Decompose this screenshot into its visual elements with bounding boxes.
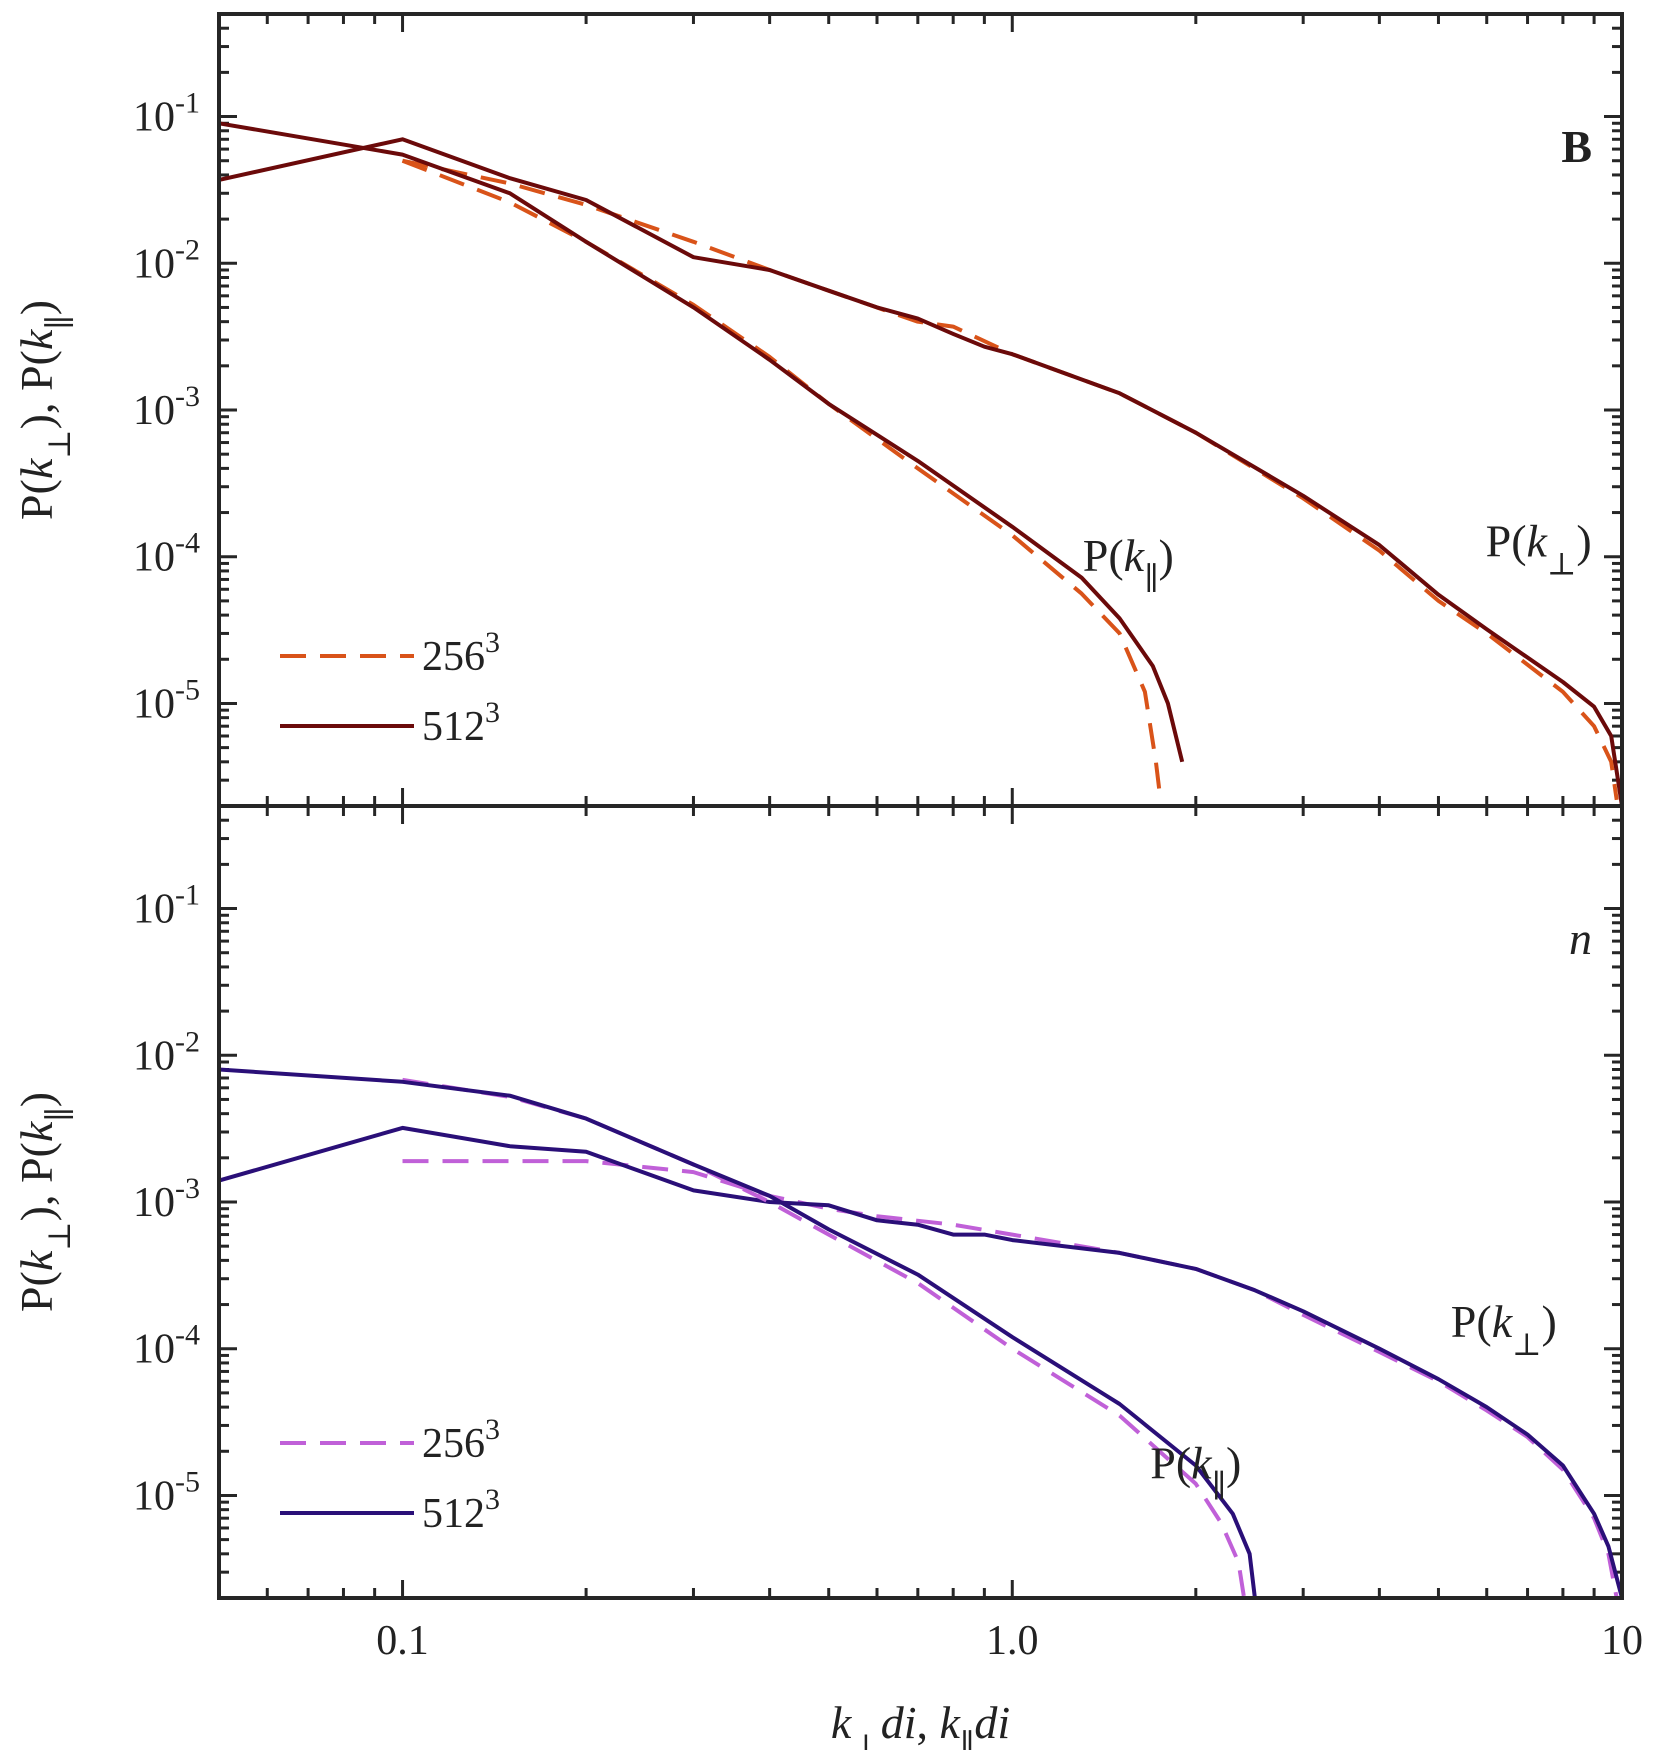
legend-label: 5123 [422, 1483, 500, 1537]
series-line [402, 1077, 1247, 1599]
y-tick-label: 10-3 [133, 1172, 200, 1226]
legend-label: 2563 [422, 626, 500, 680]
panel-n: 10-1 10-2 10-3 10-4 10-5 0.1 1.0 10 n 2563 5123 P(k… [11, 804, 1643, 1750]
series-line [218, 1125, 1624, 1599]
plot-frame [217, 804, 1624, 1600]
y-tick-label: 10-4 [133, 527, 200, 581]
y-tick-label: 10-1 [133, 879, 200, 933]
plot-frame [217, 12, 1624, 808]
series-line [218, 1067, 1257, 1599]
legend-label: 5123 [422, 696, 500, 750]
curve-label: P(k∥) [1083, 530, 1174, 596]
x-axis-label: k⊥di, k∥di [831, 1697, 1010, 1750]
y-axis-label: P(k⊥), P(k∥) [11, 1092, 77, 1312]
y-tick-label: 10-3 [133, 380, 200, 434]
y-tick-label: 10-2 [133, 1025, 200, 1079]
y-tick-label: 10-4 [133, 1319, 200, 1373]
y-tick-label: 10-1 [133, 87, 200, 141]
y-axis-label: P(k⊥), P(k∥) [11, 300, 77, 520]
series-line [402, 1159, 1619, 1599]
curve-label: P(k⊥) [1451, 1296, 1557, 1362]
panel-label: n [1569, 913, 1592, 964]
x-tick-label: 1.0 [986, 1618, 1039, 1664]
series-line [401, 158, 1163, 801]
panel-b: 10-1 10-2 10-3 10-4 10-5 B 2563 5123 P(k∥) P(k⊥) P… [11, 12, 1624, 808]
series-line [218, 121, 1185, 763]
curve-label: P(k⊥) [1486, 516, 1592, 582]
x-tick-label: 10 [1601, 1618, 1643, 1664]
panel-label: B [1561, 121, 1592, 172]
y-tick-label: 10-5 [133, 673, 200, 727]
series-line [218, 137, 1624, 807]
legend-label: 2563 [422, 1413, 500, 1467]
y-tick-label: 10-2 [133, 233, 200, 287]
series-line [402, 158, 1619, 801]
y-tick-label: 10-5 [133, 1465, 200, 1519]
curve-label: P(k∥) [1150, 1438, 1241, 1504]
x-tick-label: 0.1 [376, 1618, 429, 1664]
